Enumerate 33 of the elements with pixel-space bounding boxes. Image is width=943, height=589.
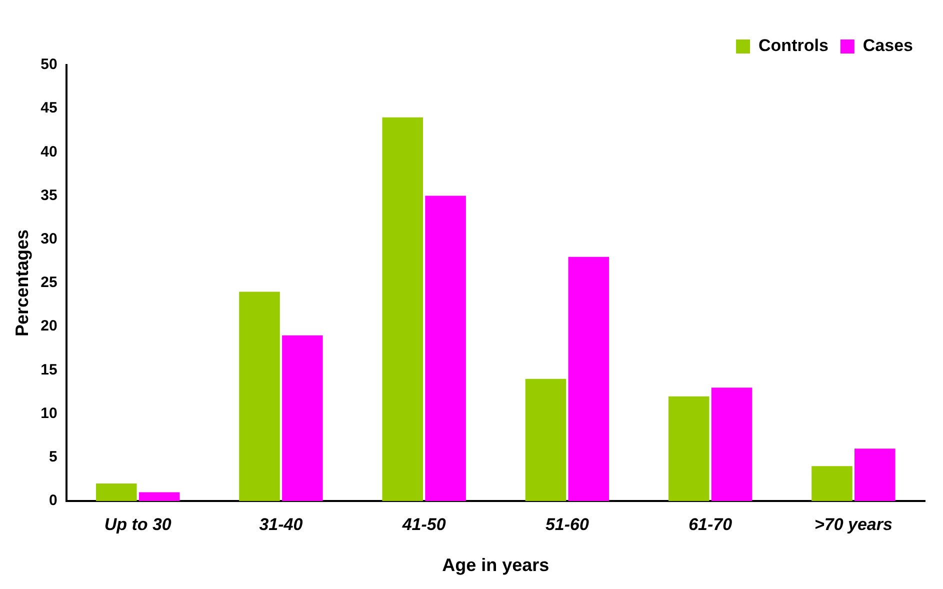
bar (382, 117, 424, 501)
x-tick-label: 31-40 (259, 514, 304, 534)
y-tick-label: 15 (40, 361, 58, 378)
y-tick-label: 20 (40, 318, 58, 335)
x-tick-label: Up to 30 (104, 514, 172, 534)
x-tick-label: 51-60 (545, 514, 590, 534)
x-axis-title: Age in years (442, 555, 550, 576)
bar (668, 396, 710, 501)
bar (239, 292, 280, 501)
y-tick-label: 0 (48, 492, 58, 510)
bar (282, 335, 323, 501)
x-tick-label: >70 years (814, 514, 892, 534)
legend-label: Controls (758, 36, 828, 56)
bar (96, 484, 137, 501)
y-tick-label: 40 (40, 143, 58, 160)
legend-label: Cases (862, 36, 914, 56)
bar (711, 388, 752, 501)
y-tick-label: 30 (40, 230, 58, 248)
y-tick-label: 45 (40, 100, 58, 117)
bar (854, 448, 896, 501)
x-tick-label: 61-70 (688, 514, 733, 534)
bar (138, 492, 180, 501)
y-axis-title: Percentages (12, 229, 32, 337)
bar (568, 256, 610, 501)
bar (525, 378, 566, 501)
y-tick-label: 50 (40, 56, 58, 74)
y-tick-label: 5 (48, 448, 58, 466)
y-tick-label: 35 (40, 186, 58, 204)
y-tick-label: 25 (40, 274, 58, 292)
y-tick-label: 10 (40, 404, 58, 422)
bar (812, 466, 852, 501)
x-tick-label: 41-50 (401, 514, 446, 534)
bar (425, 196, 466, 501)
